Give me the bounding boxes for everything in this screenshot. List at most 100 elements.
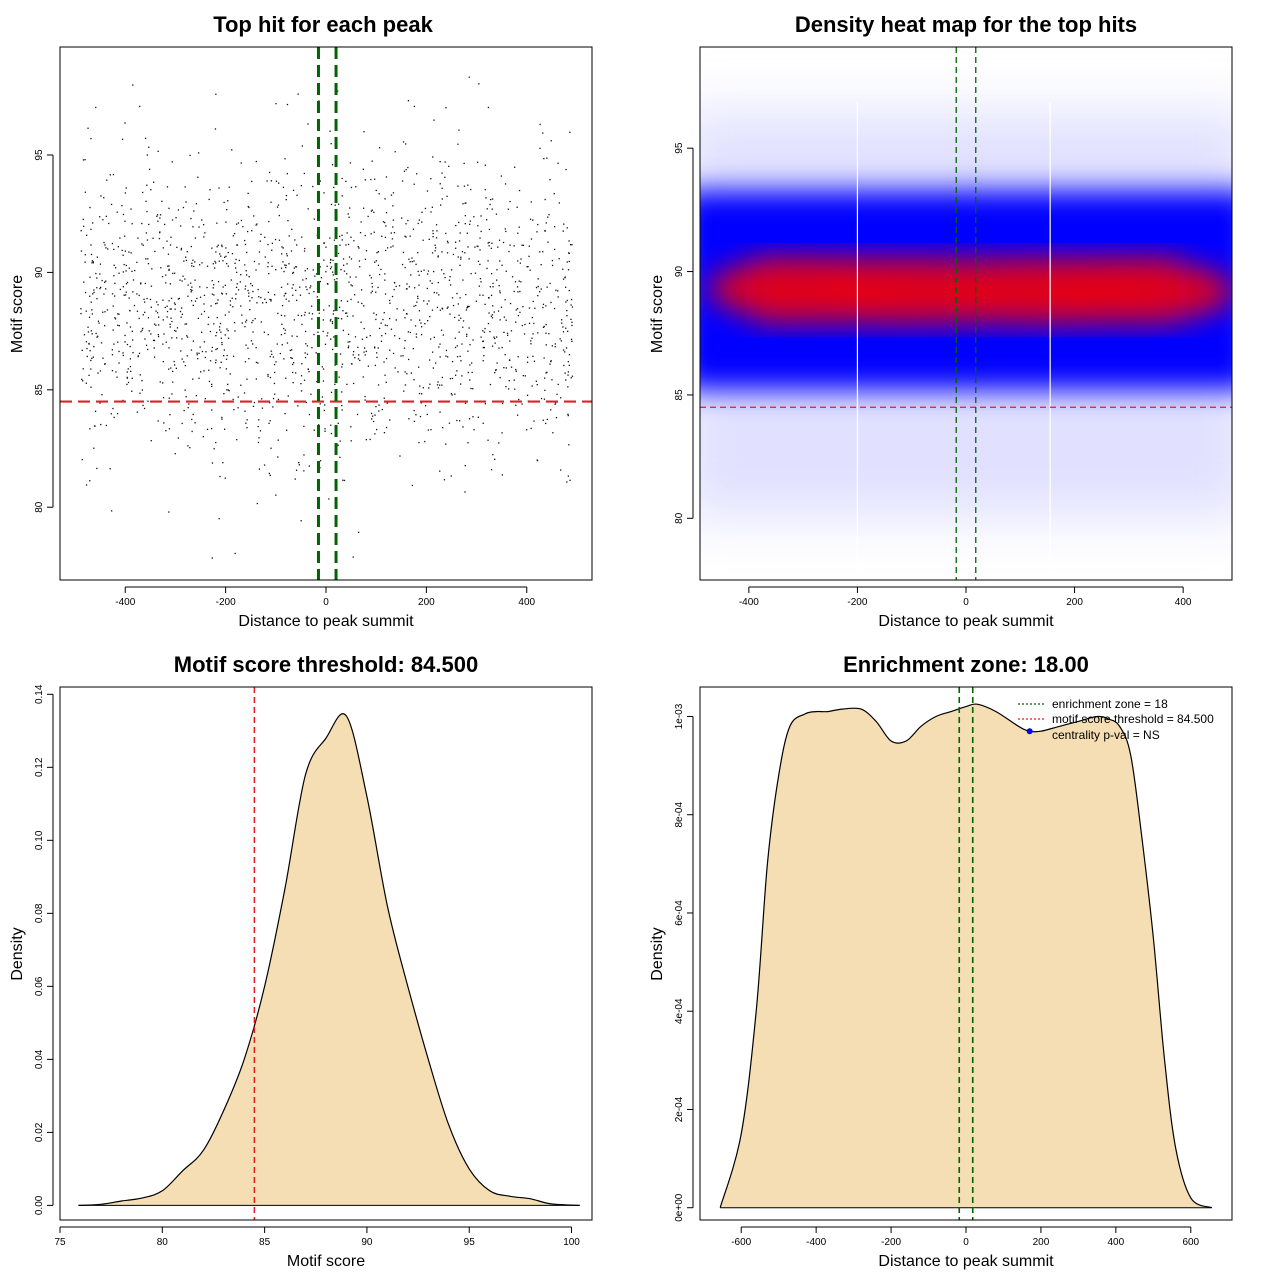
scatter-point bbox=[458, 240, 461, 242]
scatter-point bbox=[449, 276, 451, 278]
scatter-point bbox=[255, 361, 258, 364]
scatter-point bbox=[365, 350, 367, 352]
scatter-point bbox=[84, 159, 86, 161]
scatter-point bbox=[415, 304, 417, 307]
scatter-point bbox=[535, 380, 537, 382]
scatter-point bbox=[509, 340, 511, 342]
scatter-point bbox=[470, 387, 472, 390]
legend-pval-label: centrality p-val = NS bbox=[1052, 728, 1160, 742]
scatter-point bbox=[514, 281, 517, 283]
scatter-point bbox=[334, 204, 336, 206]
scatter-point bbox=[155, 310, 157, 312]
scatter-point bbox=[394, 335, 396, 337]
heatmap-panel: Density heat map for the top hits Distan… bbox=[649, 12, 1233, 630]
scatter-point bbox=[177, 209, 180, 211]
scatter-point bbox=[237, 222, 240, 224]
scatter-point bbox=[442, 334, 444, 336]
scatter-point bbox=[336, 278, 338, 280]
scatter-point bbox=[221, 292, 223, 294]
scatter-point bbox=[177, 437, 179, 439]
scatter-point bbox=[403, 390, 405, 392]
scatter-point bbox=[223, 393, 225, 395]
scatter-point bbox=[359, 266, 361, 268]
scatter-point bbox=[258, 468, 261, 470]
scatter-point bbox=[248, 358, 250, 360]
scatter-point bbox=[110, 203, 113, 206]
scatter-point bbox=[145, 258, 147, 260]
scatter-point bbox=[565, 301, 567, 303]
scatter-point bbox=[323, 192, 325, 194]
scatter-point bbox=[363, 131, 365, 133]
scatter-point bbox=[439, 470, 441, 472]
scatter-point bbox=[455, 247, 457, 249]
scatter-point bbox=[218, 260, 220, 262]
scatter-point bbox=[117, 324, 119, 326]
scatter-point bbox=[263, 464, 266, 466]
scatter-point bbox=[555, 417, 558, 419]
scatter-point bbox=[500, 306, 503, 308]
scatter-point bbox=[272, 406, 274, 408]
scatter-point bbox=[97, 335, 99, 337]
scatter-point bbox=[526, 394, 529, 396]
scatter-point bbox=[264, 256, 266, 258]
scatter-point bbox=[568, 289, 570, 292]
scatter-point bbox=[349, 341, 351, 343]
scatter-point bbox=[284, 413, 286, 415]
scatter-point bbox=[434, 244, 436, 246]
scatter-point bbox=[221, 416, 223, 419]
scatter-point bbox=[201, 219, 203, 221]
scatter-point bbox=[226, 209, 228, 211]
scatter-point bbox=[341, 239, 343, 241]
scatter-point bbox=[390, 194, 393, 196]
scatter-point bbox=[540, 288, 542, 290]
scatter-point bbox=[203, 224, 205, 226]
scatter-point bbox=[311, 347, 313, 349]
scatter-point bbox=[186, 355, 188, 357]
scatter-point bbox=[175, 217, 177, 219]
scatter-point bbox=[227, 200, 229, 202]
scatter-point bbox=[341, 404, 343, 407]
scatter-point bbox=[168, 268, 170, 270]
scatter-point bbox=[543, 158, 545, 160]
scatter-point bbox=[253, 260, 256, 263]
scatter-point bbox=[161, 200, 163, 202]
scatter-point bbox=[567, 374, 569, 376]
scatter-point bbox=[546, 286, 548, 288]
scatter-point bbox=[124, 250, 126, 252]
scatter-point bbox=[318, 424, 320, 426]
scatter-point bbox=[560, 340, 562, 342]
scatter-point bbox=[174, 303, 176, 306]
scatter-point bbox=[157, 420, 159, 422]
scatter-point bbox=[142, 191, 144, 194]
scatter-point bbox=[516, 286, 519, 288]
scatter-point bbox=[167, 253, 170, 255]
scatter-point bbox=[146, 184, 148, 186]
scatter-point bbox=[457, 303, 459, 305]
scatter-point bbox=[363, 351, 365, 353]
scatter-point bbox=[383, 432, 386, 434]
scatter-point bbox=[184, 323, 186, 325]
scatter-point bbox=[219, 322, 222, 325]
scatter-point bbox=[339, 440, 341, 442]
scatter-point bbox=[163, 333, 165, 335]
scatter-point bbox=[422, 387, 424, 389]
scatter-point bbox=[256, 223, 258, 225]
scatter-point bbox=[447, 242, 449, 244]
scatter-point bbox=[291, 228, 293, 230]
scatter-point bbox=[523, 333, 526, 335]
scatter-point bbox=[268, 472, 270, 475]
scatter-point bbox=[420, 402, 422, 404]
scatter-point bbox=[227, 265, 229, 267]
scatter-point bbox=[542, 326, 545, 328]
scatter-point bbox=[134, 269, 136, 272]
scatter-point bbox=[93, 291, 95, 294]
scatter-point bbox=[490, 294, 493, 296]
scatter-point bbox=[528, 322, 531, 324]
scatter-point bbox=[413, 183, 415, 185]
scatter-point bbox=[260, 233, 262, 235]
scatter-point bbox=[418, 366, 420, 368]
scatter-point bbox=[304, 352, 306, 354]
scatter-point bbox=[162, 247, 164, 249]
scatter-point bbox=[446, 195, 448, 197]
scatter-point bbox=[332, 313, 334, 315]
